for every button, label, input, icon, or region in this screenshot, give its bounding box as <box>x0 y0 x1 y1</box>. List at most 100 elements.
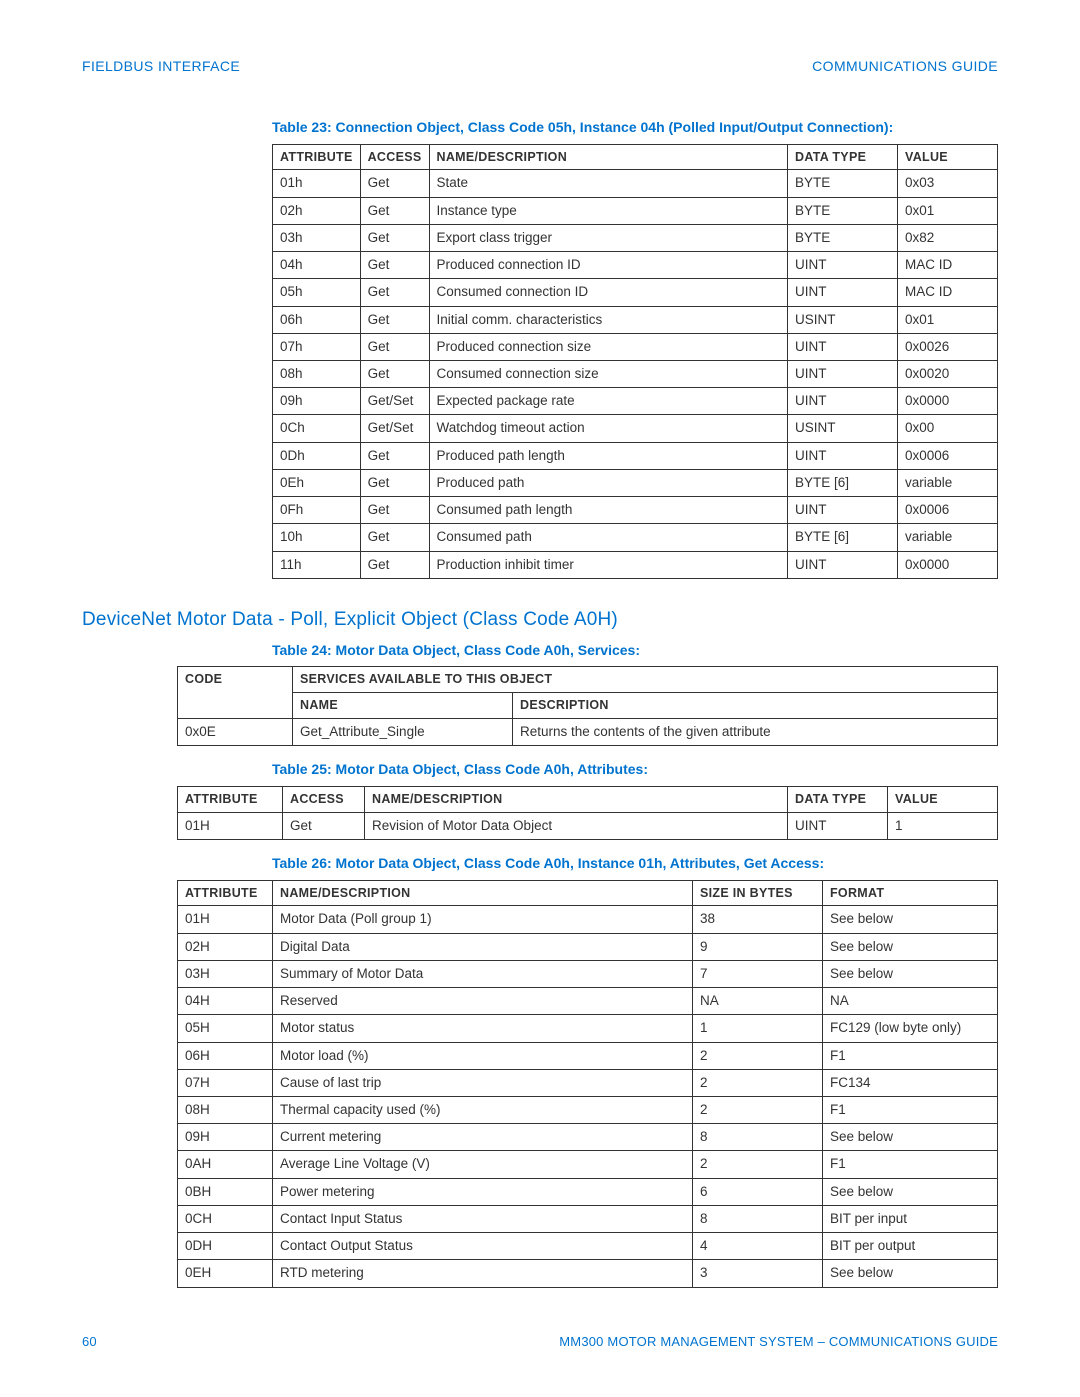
table-cell: Digital Data <box>273 933 693 960</box>
table-cell: 0DH <box>178 1233 273 1260</box>
table-row: 0x0EGet_Attribute_SingleReturns the cont… <box>178 719 998 746</box>
table-cell: Power metering <box>273 1178 693 1205</box>
table-cell: Production inhibit timer <box>429 551 787 578</box>
table-cell: 2 <box>693 1151 823 1178</box>
table-cell: Consumed connection ID <box>429 279 787 306</box>
table-cell: 0x0E <box>178 719 293 746</box>
table-row: 0AHAverage Line Voltage (V)2F1 <box>178 1151 998 1178</box>
table-cell: 01h <box>273 170 361 197</box>
table-cell: NA <box>693 988 823 1015</box>
table-cell: Get_Attribute_Single <box>293 719 513 746</box>
table-cell: Get/Set <box>360 415 429 442</box>
column-header: Name/Description <box>365 786 788 812</box>
table-cell: Motor load (%) <box>273 1042 693 1069</box>
table-cell: 1 <box>888 812 998 839</box>
section-title: DeviceNet Motor Data - Poll, Explicit Ob… <box>82 609 998 631</box>
table-cell: 08h <box>273 361 361 388</box>
table-cell: UINT <box>788 333 898 360</box>
page-footer: 60 MM300 MOTOR MANAGEMENT SYSTEM – COMMU… <box>82 1334 998 1349</box>
table-cell: 0BH <box>178 1178 273 1205</box>
table-cell: 9 <box>693 933 823 960</box>
table-cell: FC134 <box>823 1069 998 1096</box>
table-cell: Watchdog timeout action <box>429 415 787 442</box>
table-cell: See below <box>823 906 998 933</box>
page-number: 60 <box>82 1334 97 1349</box>
table-cell: UINT <box>788 279 898 306</box>
table-cell: Get <box>360 279 429 306</box>
table-cell: Instance type <box>429 197 787 224</box>
table-row: 02HDigital Data9See below <box>178 933 998 960</box>
table-cell: BYTE [6] <box>788 524 898 551</box>
column-header: Value <box>898 144 998 170</box>
table-cell: BYTE <box>788 224 898 251</box>
table-cell: BIT per input <box>823 1205 998 1232</box>
table-cell: Contact Input Status <box>273 1205 693 1232</box>
table-cell: Get <box>360 306 429 333</box>
table-cell: 01H <box>178 812 283 839</box>
table26-caption: Table 26: Motor Data Object, Class Code … <box>272 854 998 874</box>
table-cell: Motor status <box>273 1015 693 1042</box>
table-cell: FC129 (low byte only) <box>823 1015 998 1042</box>
table-cell: Get <box>360 170 429 197</box>
table-cell: UINT <box>788 551 898 578</box>
table-row: 04HReservedNANA <box>178 988 998 1015</box>
column-header: Name/Description <box>429 144 787 170</box>
table-cell: 1 <box>693 1015 823 1042</box>
table-cell: Produced path length <box>429 442 787 469</box>
table-cell: USINT <box>788 306 898 333</box>
table-row: 0DHContact Output Status4BIT per output <box>178 1233 998 1260</box>
table-cell: UINT <box>788 497 898 524</box>
table-row: 08HThermal capacity used (%)2F1 <box>178 1097 998 1124</box>
table-cell: See below <box>823 1124 998 1151</box>
table-cell: BYTE <box>788 170 898 197</box>
table-cell: Get <box>360 197 429 224</box>
table-cell: Revision of Motor Data Object <box>365 812 788 839</box>
table-cell: 7 <box>693 960 823 987</box>
table-cell: 0Fh <box>273 497 361 524</box>
table-cell: Get/Set <box>360 388 429 415</box>
table24-caption: Table 24: Motor Data Object, Class Code … <box>272 641 998 661</box>
table-row: 02hGetInstance typeBYTE0x01 <box>273 197 998 224</box>
table-row: 08hGetConsumed connection sizeUINT0x0020 <box>273 361 998 388</box>
t24-h-code: Code <box>178 667 293 719</box>
table-cell: 06h <box>273 306 361 333</box>
table-cell: F1 <box>823 1042 998 1069</box>
column-header: Attribute <box>178 786 283 812</box>
column-header: Data Type <box>788 786 888 812</box>
table-row: 03HSummary of Motor Data7See below <box>178 960 998 987</box>
table-cell: UINT <box>788 361 898 388</box>
table-cell: F1 <box>823 1097 998 1124</box>
table-row: 09hGet/SetExpected package rateUINT0x000… <box>273 388 998 415</box>
table-row: 0FhGetConsumed path lengthUINT0x0006 <box>273 497 998 524</box>
table-cell: 4 <box>693 1233 823 1260</box>
table-cell: Summary of Motor Data <box>273 960 693 987</box>
table-cell: Get <box>360 497 429 524</box>
table-cell: BIT per output <box>823 1233 998 1260</box>
table-cell: Get <box>360 361 429 388</box>
table-cell: 0x01 <box>898 306 998 333</box>
table-cell: See below <box>823 1178 998 1205</box>
table-cell: 03H <box>178 960 273 987</box>
table25: AttributeAccessName/DescriptionData Type… <box>177 786 998 840</box>
table-cell: 07h <box>273 333 361 360</box>
table-cell: 2 <box>693 1069 823 1096</box>
table-cell: 8 <box>693 1124 823 1151</box>
table-cell: 0CH <box>178 1205 273 1232</box>
column-header: Size in Bytes <box>693 880 823 906</box>
table-cell: 02H <box>178 933 273 960</box>
table26: AttributeName/DescriptionSize in BytesFo… <box>177 880 998 1288</box>
table-cell: USINT <box>788 415 898 442</box>
table-cell: Consumed path length <box>429 497 787 524</box>
table-cell: 0x82 <box>898 224 998 251</box>
column-header: Access <box>283 786 365 812</box>
table-cell: 0Dh <box>273 442 361 469</box>
column-header: Value <box>888 786 998 812</box>
table-cell: 38 <box>693 906 823 933</box>
table-cell: 10h <box>273 524 361 551</box>
table-row: 01HMotor Data (Poll group 1)38See below <box>178 906 998 933</box>
header-left: FIELDBUS INTERFACE <box>82 58 240 74</box>
table-cell: MAC ID <box>898 252 998 279</box>
table-cell: Get <box>360 469 429 496</box>
table-cell: Returns the contents of the given attrib… <box>513 719 998 746</box>
table-cell: Get <box>360 333 429 360</box>
